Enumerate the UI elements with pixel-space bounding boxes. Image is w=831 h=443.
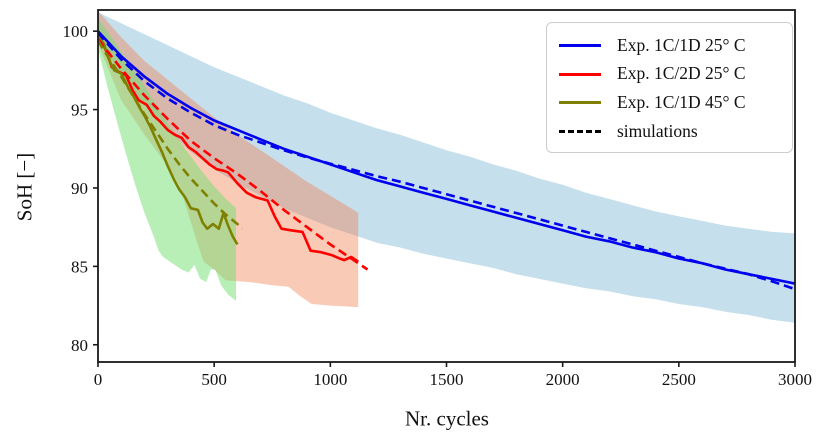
series-simulation-1c-2d-25-c — [98, 38, 369, 271]
legend-entry: Exp. 1C/2D 25° C — [559, 60, 782, 89]
y-tick-label: 90 — [71, 179, 88, 198]
series-exp-1c-1d-45-c — [98, 35, 239, 246]
plot-contents — [98, 10, 795, 323]
legend-entry: simulations — [559, 117, 782, 146]
legend-label: Exp. 1C/1D 45° C — [617, 92, 746, 113]
legend: Exp. 1C/1D 25° C Exp. 1C/2D 25° C Exp. 1… — [546, 22, 793, 153]
x-axis-label: Nr. cycles — [405, 406, 489, 431]
x-tick-label: 1500 — [430, 370, 464, 389]
y-tick-label: 80 — [71, 336, 88, 355]
x-tick-label: 2500 — [662, 370, 696, 389]
series-exp-1c-1d-25-c — [98, 30, 795, 285]
series-exp-1c-2d-25-c — [98, 33, 359, 263]
x-tick-label: 3000 — [778, 370, 812, 389]
y-axis-label: SoH [−] — [12, 152, 37, 222]
legend-line-sample-olive — [559, 101, 601, 105]
series-simulation-1c-1d-25-c — [98, 31, 795, 291]
legend-line-sample-red — [559, 72, 601, 76]
x-tick-label: 1000 — [313, 370, 347, 389]
x-tick-label: 2000 — [546, 370, 580, 389]
legend-entry: Exp. 1C/1D 25° C — [559, 31, 782, 60]
legend-label: Exp. 1C/2D 25° C — [617, 63, 746, 84]
y-tick-label: 95 — [71, 101, 88, 120]
band-uncertainty-1C-2D-25C — [98, 10, 359, 308]
y-tick-label: 85 — [71, 257, 88, 276]
legend-label: Exp. 1C/1D 25° C — [617, 34, 746, 55]
y-tick-label: 100 — [63, 22, 89, 41]
x-tick-label: 500 — [201, 370, 227, 389]
legend-line-sample-blue — [559, 43, 601, 47]
legend-line-sample-simulations — [559, 130, 601, 134]
series-simulation-1c-1d-45-c — [98, 39, 243, 230]
x-tick-label: 0 — [94, 370, 103, 389]
legend-entry: Exp. 1C/1D 45° C — [559, 89, 782, 118]
legend-label: simulations — [617, 120, 698, 141]
